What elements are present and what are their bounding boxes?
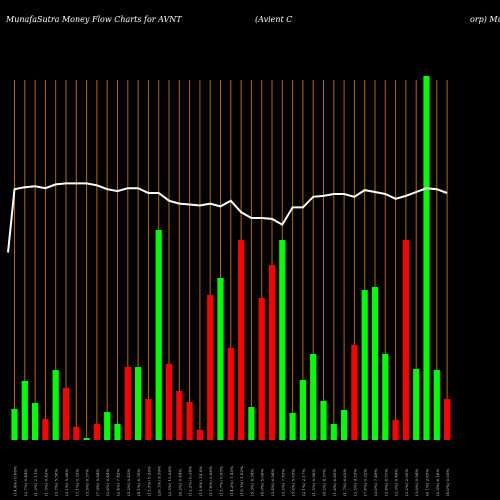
money-flow-bar (268, 265, 276, 440)
x-axis-label: (17.8%) 0.86% (208, 466, 213, 496)
x-axis-label: (7.6%) 0.22% (363, 469, 368, 496)
money-flow-bar (299, 380, 306, 440)
money-flow-bar (289, 413, 296, 440)
x-axis-label: (3.2%) 2.95% (404, 469, 409, 496)
x-axis-label: (2.4%) 7.42% (116, 469, 121, 496)
money-flow-bar (382, 354, 389, 440)
money-flow-bar (155, 230, 162, 440)
x-axis-label: (5.3%) 4.54% (249, 469, 254, 496)
money-flow-bar (207, 295, 214, 440)
chart-company-suffix: orp) Mu (470, 15, 500, 24)
money-flow-bar (83, 438, 90, 440)
chart-company: (Avient C (255, 15, 292, 24)
money-flow-bar (11, 409, 18, 440)
x-axis-label: (3.1%) 5.88% (64, 469, 69, 496)
x-axis-label: (4.2%) 4.57% (322, 469, 327, 496)
x-axis-label: (14.3%) 1.45% (229, 466, 234, 496)
money-flow-bar (114, 424, 121, 440)
x-axis-label: (2.5%) 12.08% (167, 466, 172, 496)
x-axis-label: (1.5%) 0.98% (311, 469, 316, 496)
x-axis-label: (3.0%) 7.49% (373, 469, 378, 496)
money-flow-bar (423, 76, 430, 440)
money-flow-bar (124, 367, 131, 440)
money-flow-bar (413, 369, 420, 440)
money-flow-bar (402, 240, 409, 440)
money-flow-bar (248, 407, 255, 440)
money-flow-bar (361, 290, 368, 440)
money-flow-bar (351, 345, 358, 440)
x-axis-label: (3.7%) 5.58% (54, 469, 59, 496)
x-axis-label: (1.5%) 0.43% (43, 469, 48, 496)
money-flow-bar (320, 401, 327, 440)
money-flow-bar (176, 391, 183, 440)
x-axis-label: (1.3%) 2.11% (33, 469, 38, 496)
x-axis-label: (5.2%) 7.83% (280, 469, 285, 496)
money-flow-bar (433, 370, 440, 440)
x-axis-label: (14.4%) 0.00% (13, 466, 18, 496)
x-axis-label: (5.2%) 0.43% (126, 469, 131, 496)
x-axis-label: (1.7%) 6.63% (342, 469, 347, 496)
money-flow-bar (444, 399, 451, 440)
x-axis-label: (5.6%) 5.03% (291, 469, 296, 496)
money-flow-bar (73, 427, 80, 440)
money-flow-bar (279, 240, 286, 440)
money-flow-bar (104, 412, 111, 440)
money-flow-bar (227, 348, 234, 440)
x-axis-label: (8.2%) 0.44% (177, 469, 182, 496)
x-axis-label: (4.1%) 8.76% (136, 469, 141, 496)
money-flow-bar (217, 278, 224, 440)
x-axis-label: (1.6%) 6.85% (332, 469, 337, 496)
x-axis-label: (12.2%) 0.34% (188, 466, 193, 496)
money-flow-bar (42, 419, 49, 440)
x-axis-label: (26.1%) 9.59% (157, 466, 162, 496)
x-axis-label: (5.4%) 6.94% (270, 469, 275, 496)
x-axis-label: (13.9%) 14.8% (198, 466, 203, 496)
x-axis-label: (3.0%) 0.94% (414, 469, 419, 496)
x-axis-label: (8.0%) 0.05% (445, 469, 450, 496)
x-axis-label: (7.9%) 5.84% (95, 469, 100, 496)
money-flow-bar (310, 354, 317, 440)
x-axis-label: (3.8%) 8.57% (383, 469, 388, 496)
money-flow-bar (135, 367, 142, 440)
x-axis-label: (6.1%) 2.65% (425, 469, 430, 496)
money-flow-bars (11, 76, 451, 440)
x-axis-labels: (14.4%) 0.00% (2.7%) 0.44% (1.3%) 2.11% (1.… (13, 466, 451, 496)
x-axis-label: (15.3%) 0.36% (146, 466, 151, 496)
money-flow-bar (341, 410, 348, 440)
money-flow-bar (165, 364, 173, 440)
x-axis-label: (7.1%) 0.33% (74, 469, 79, 496)
money-flow-bar (196, 430, 203, 440)
x-axis-label: (2.1%) 2.17% (301, 469, 306, 496)
money-flow-bar (238, 240, 245, 440)
money-flow-bar (145, 399, 152, 440)
x-axis-label: (3.5%) 9.25% (352, 469, 357, 496)
money-flow-bar (93, 424, 100, 440)
money-flow-bar (392, 420, 399, 440)
money-flow-bar (186, 402, 193, 440)
x-axis-label: (19.1%) 1.82% (239, 466, 244, 496)
money-flow-bar (62, 388, 70, 440)
x-axis-label: (5.3%) 0.57% (85, 469, 90, 496)
money-flow-bar (32, 403, 39, 440)
x-axis-label: (4.0%) 5.06% (260, 469, 265, 496)
x-axis-label: (2.3%) 6.16% (435, 469, 440, 496)
money-flow-bar (21, 381, 28, 440)
x-axis-label: (2.6%) 0.44% (105, 469, 110, 496)
money-flow-line (7, 182, 448, 253)
x-axis-label: (15.7%) 0.93% (219, 466, 224, 496)
x-axis-label: (2.7%) 0.44% (23, 469, 28, 496)
money-flow-bar (52, 370, 59, 440)
money-flow-bar (371, 287, 379, 440)
chart-title: MunafaSutra Money Flow Charts for AVNT (5, 15, 182, 24)
money-flow-bar (330, 424, 337, 440)
money-flow-bar (258, 298, 265, 440)
x-axis-label: (3.3%) 0.49% (394, 469, 399, 496)
